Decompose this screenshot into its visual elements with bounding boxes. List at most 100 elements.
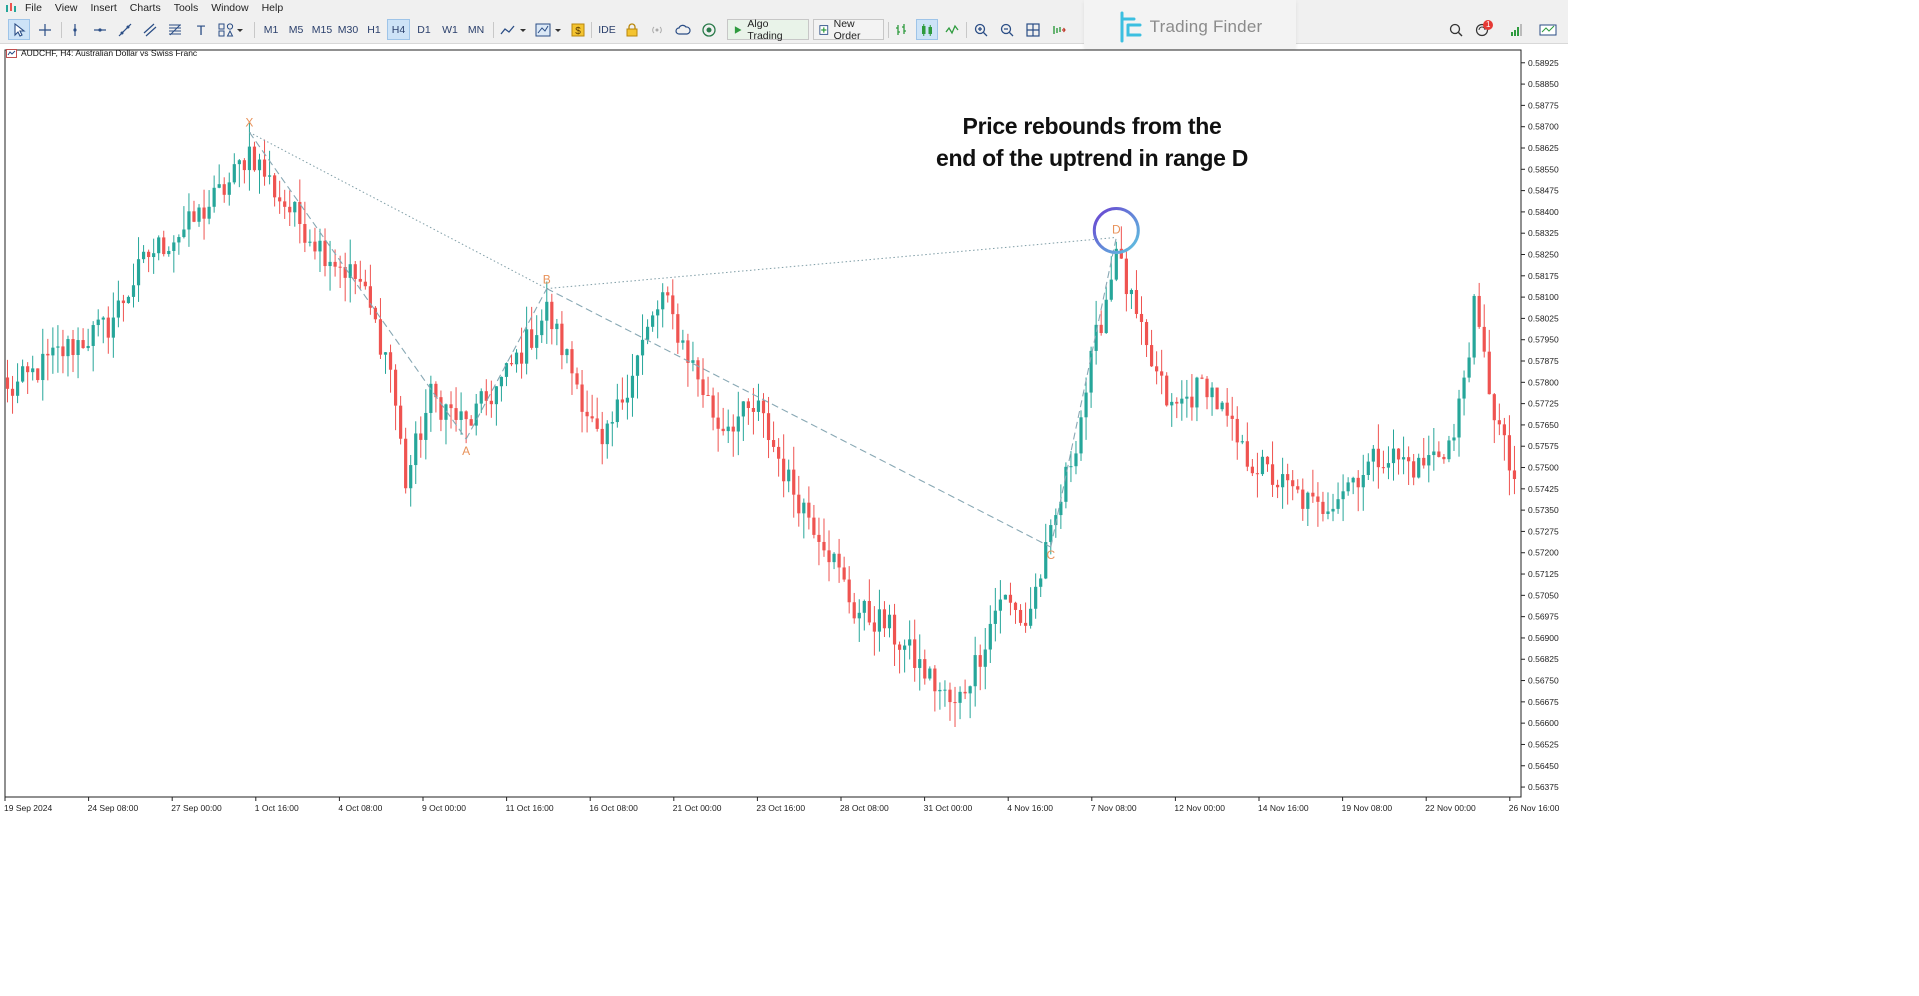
menu-bar: File View Insert Charts Tools Window Hel… [0, 0, 1568, 15]
timeframe-m5[interactable]: M5 [288, 23, 304, 36]
candlestick-chart-icon[interactable] [916, 19, 938, 40]
candle-bearish [26, 366, 30, 373]
vertical-line-icon[interactable] [65, 19, 85, 40]
signal-strength-icon[interactable] [1507, 19, 1527, 40]
signals-icon[interactable]: $ [569, 19, 587, 40]
pattern-leg-AB [465, 288, 548, 440]
market-depth-icon[interactable] [1537, 19, 1559, 40]
crosshair-icon[interactable] [34, 19, 56, 40]
menu-window[interactable]: Window [211, 1, 249, 14]
time-label: 24 Sep 08:00 [88, 803, 139, 813]
candle-bearish [777, 446, 781, 459]
timeframe-w1[interactable]: W1 [442, 23, 458, 36]
candle-bearish [484, 391, 488, 401]
radio-signal-icon[interactable] [647, 19, 667, 40]
timeframe-h1[interactable]: H1 [367, 23, 381, 36]
menu-charts[interactable]: Charts [129, 1, 161, 14]
zoom-in-icon[interactable] [970, 19, 992, 40]
candle-bullish [293, 201, 297, 213]
candle-bearish [1497, 420, 1501, 425]
ide-button[interactable]: IDE [598, 23, 616, 36]
candle-bullish [51, 347, 55, 356]
bar-chart-icon[interactable] [892, 19, 912, 40]
candle-bearish [1165, 375, 1169, 406]
horizontal-line-icon[interactable] [90, 19, 110, 40]
candle-bearish [812, 517, 816, 535]
candle-bearish [192, 211, 196, 222]
notification-badge: 1 [1483, 20, 1494, 30]
cloud-icon[interactable] [672, 19, 694, 40]
time-label: 31 Oct 00:00 [924, 803, 973, 813]
price-label: 0.58475 [1528, 186, 1559, 196]
notifications-icon[interactable]: 1 [1470, 19, 1494, 40]
candle-bullish [1341, 491, 1345, 500]
vps-icon[interactable] [698, 19, 720, 40]
candle-bullish [499, 376, 504, 387]
timeframe-mn[interactable]: MN [467, 23, 485, 36]
price-label: 0.56450 [1528, 761, 1559, 771]
candle-bearish [1245, 441, 1249, 467]
price-label: 0.58775 [1528, 100, 1559, 110]
menu-file[interactable]: File [25, 1, 42, 14]
timeframe-m1[interactable]: M1 [263, 23, 279, 36]
text-icon[interactable]: T [196, 21, 206, 38]
candle-bullish [1114, 248, 1118, 280]
timeframe-d1[interactable]: D1 [417, 23, 431, 36]
toolbar: T M1 M5 M15 M30 H1 H4 D1 W1 MN $ IDE Alg… [0, 15, 1568, 44]
candle-bullish [348, 264, 352, 278]
candle-bearish [278, 197, 282, 202]
candle-bullish [1472, 295, 1476, 358]
chart-type-icon[interactable] [498, 19, 530, 40]
timeframe-m15[interactable]: M15 [311, 23, 333, 36]
candle-bullish [1029, 608, 1033, 626]
candle-bearish [1507, 435, 1512, 471]
chart-canvas[interactable]: 0.58925 0.58850 0.58775 0.58700 0.58625 0.585… [0, 45, 1568, 816]
candle-bearish [273, 175, 277, 198]
candle-bearish [892, 614, 897, 645]
candle-bearish [666, 292, 670, 296]
candle-bullish [1074, 453, 1078, 467]
menu-help[interactable]: Help [261, 1, 284, 14]
candle-bearish [202, 207, 206, 219]
zoom-out-icon[interactable] [996, 19, 1018, 40]
cursor-icon[interactable] [8, 19, 30, 40]
candle-bearish [1139, 313, 1144, 323]
candle-bullish [1185, 396, 1189, 399]
candle-bearish [36, 368, 40, 381]
shapes-icon[interactable] [216, 19, 246, 40]
candle-bullish [308, 241, 312, 243]
candle-bullish [409, 465, 413, 489]
lock-icon[interactable] [622, 19, 642, 40]
candle-bearish [1018, 609, 1023, 623]
candle-bullish [1386, 463, 1391, 468]
candle-bearish [333, 261, 337, 267]
svg-text:$: $ [575, 26, 581, 37]
menu-view[interactable]: View [54, 1, 78, 14]
timeframe-h4[interactable]: H4 [387, 19, 410, 40]
candle-bearish [393, 369, 398, 406]
annotation-text: Price rebounds from the end of the uptre… [900, 110, 1284, 174]
time-label: 21 Oct 00:00 [673, 803, 722, 813]
candle-bullish [504, 363, 509, 377]
channel-icon[interactable] [140, 19, 160, 40]
tile-windows-icon[interactable] [1022, 19, 1044, 40]
candle-bullish [41, 353, 45, 381]
new-order-button[interactable]: New Order [813, 18, 884, 42]
menu-tools[interactable]: Tools [173, 1, 199, 14]
line-chart-icon[interactable] [942, 19, 962, 40]
candle-bullish [903, 645, 907, 650]
candle-bearish [701, 379, 705, 396]
candle-bullish [172, 242, 176, 251]
chart-shift-icon[interactable] [1048, 19, 1070, 40]
candle-bearish [766, 413, 771, 441]
candle-bullish [640, 339, 645, 356]
indicators-icon[interactable] [533, 19, 565, 40]
chart-area[interactable]: 0.58925 0.58850 0.58775 0.58700 0.58625 0.585… [0, 45, 1568, 816]
timeframe-m30[interactable]: M30 [337, 23, 359, 36]
candle-bullish [157, 237, 161, 254]
trendline-icon[interactable] [115, 19, 135, 40]
menu-insert[interactable]: Insert [90, 1, 117, 14]
search-icon[interactable] [1445, 19, 1467, 40]
fibonacci-icon[interactable] [165, 19, 185, 40]
algo-trading-button[interactable]: Algo Trading [727, 18, 809, 42]
